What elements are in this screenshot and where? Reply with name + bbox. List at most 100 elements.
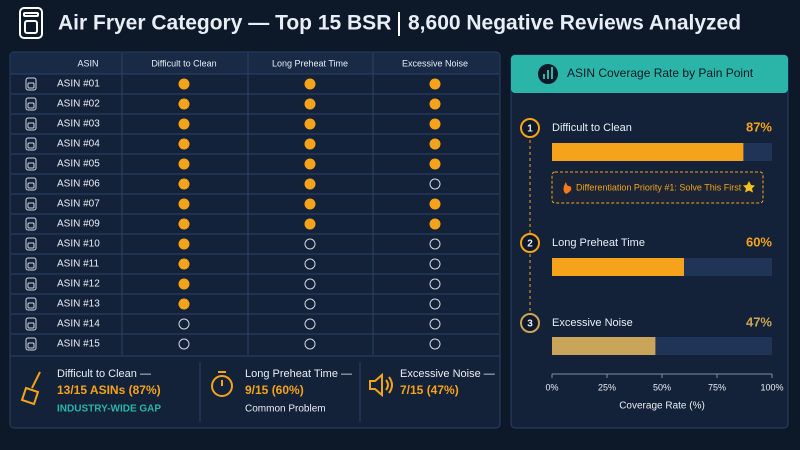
page-title: Air Fryer Category — Top 15 BSR	[58, 12, 391, 35]
issue-dot-filled	[178, 158, 190, 170]
asin-label: ASIN #02	[57, 99, 100, 110]
x-tick-label: 25%	[598, 382, 616, 392]
chart-title: ASIN Coverage Rate by Pain Point	[567, 66, 754, 80]
asin-label: ASIN #12	[57, 279, 100, 290]
row-icon	[27, 182, 35, 189]
asin-label: ASIN #07	[57, 199, 100, 210]
row-icon	[25, 117, 37, 131]
issue-dot-empty	[429, 318, 441, 330]
summary-title: Difficult to Clean —	[57, 368, 151, 380]
issue-dot-empty	[429, 338, 441, 350]
rank-number: 2	[527, 239, 533, 250]
asin-label: ASIN #13	[57, 299, 100, 310]
issue-dot-filled	[178, 298, 190, 310]
column-header: ASIN	[77, 58, 98, 68]
row-icon	[25, 177, 37, 191]
asin-label: ASIN #10	[57, 239, 100, 250]
issue-dot-empty	[304, 298, 316, 310]
row-icon	[27, 162, 35, 169]
value-label: 47%	[746, 314, 772, 329]
asin-label: ASIN #06	[57, 179, 100, 190]
category-label: Difficult to Clean	[552, 122, 632, 134]
issue-dot-filled	[304, 218, 316, 230]
issue-dot-empty	[429, 298, 441, 310]
issue-dot-filled	[304, 98, 316, 110]
summary-note: Common Problem	[245, 404, 326, 415]
asin-label: ASIN #15	[57, 339, 100, 350]
issue-dot-filled	[429, 98, 441, 110]
summary-title: Excessive Noise —	[400, 368, 495, 380]
x-tick-label: 75%	[708, 382, 726, 392]
x-tick-label: 0%	[545, 382, 558, 392]
issue-dot-empty	[304, 238, 316, 250]
asin-label: ASIN #03	[57, 119, 100, 130]
issue-dot-filled	[429, 78, 441, 90]
issue-dot-filled	[429, 158, 441, 170]
issue-dot-filled	[429, 198, 441, 210]
bar	[552, 143, 744, 161]
issue-dot-filled	[178, 278, 190, 290]
summary-title: Long Preheat Time —	[245, 368, 352, 380]
column-header: Difficult to Clean	[151, 58, 216, 68]
star-icon	[743, 181, 755, 193]
issue-dot-empty	[429, 278, 441, 290]
issue-dot-filled	[178, 178, 190, 190]
annotation: Differentiation Priority #1: Solve This …	[576, 182, 742, 192]
row-icon	[25, 277, 37, 291]
row-icon	[25, 77, 37, 91]
issue-dot-empty	[429, 178, 441, 190]
asin-label: ASIN #04	[57, 139, 100, 150]
row-icon	[27, 142, 35, 149]
summary: Difficult to Clean — 13/15 ASINs (87%) IND…	[57, 368, 495, 415]
row-icon	[27, 302, 35, 309]
x-tick-label: 50%	[653, 382, 671, 392]
x-axis-label: Coverage Rate (%)	[619, 401, 705, 412]
issue-dot-filled	[429, 218, 441, 230]
column-header: Excessive Noise	[402, 58, 468, 68]
row-icon	[25, 257, 37, 271]
category-label: Excessive Noise	[552, 317, 633, 329]
x-tick-label: 100%	[760, 382, 783, 392]
issue-dot-empty	[178, 338, 190, 350]
value-label: 60%	[746, 234, 772, 249]
row-icon	[27, 262, 35, 269]
issue-dot-empty	[304, 278, 316, 290]
summary-note: INDUSTRY-WIDE GAP	[57, 404, 161, 415]
row-icon	[27, 82, 35, 89]
issue-dot-filled	[304, 158, 316, 170]
rank-number: 3	[527, 319, 533, 330]
column-header: Long Preheat Time	[272, 58, 348, 68]
issue-dot-empty	[304, 258, 316, 270]
row-icon	[25, 217, 37, 231]
issue-dot-empty	[429, 258, 441, 270]
row-icon	[27, 282, 35, 289]
issue-dot-filled	[178, 238, 190, 250]
issue-dot-filled	[304, 198, 316, 210]
rank-number: 1	[527, 124, 533, 135]
row-icon	[27, 242, 35, 249]
row-icon	[25, 157, 37, 171]
chart-header	[511, 55, 788, 93]
asin-label: ASIN #05	[57, 159, 100, 170]
issue-dot-filled	[304, 138, 316, 150]
issue-dot-empty	[304, 338, 316, 350]
summary-stat: 7/15 (47%)	[400, 383, 459, 397]
row-icon	[27, 322, 35, 329]
page-subtitle: 8,600 Negative Reviews Analyzed	[408, 12, 741, 35]
issue-dot-filled	[304, 78, 316, 90]
row-icon	[25, 297, 37, 311]
row-icon	[27, 202, 35, 209]
row-icon	[25, 97, 37, 111]
bar	[552, 337, 656, 355]
chart: 1 Difficult to Clean 87% 2 Long Preheat Time…	[520, 118, 784, 412]
issue-dot-empty	[429, 238, 441, 250]
row-icon	[25, 137, 37, 151]
asin-label: ASIN #11	[57, 259, 99, 270]
row-icon	[25, 197, 37, 211]
issue-dot-filled	[429, 138, 441, 150]
issue-dot-filled	[178, 198, 190, 210]
issue-dot-filled	[178, 258, 190, 270]
row-icon	[25, 317, 37, 331]
issue-dot-filled	[178, 78, 190, 90]
